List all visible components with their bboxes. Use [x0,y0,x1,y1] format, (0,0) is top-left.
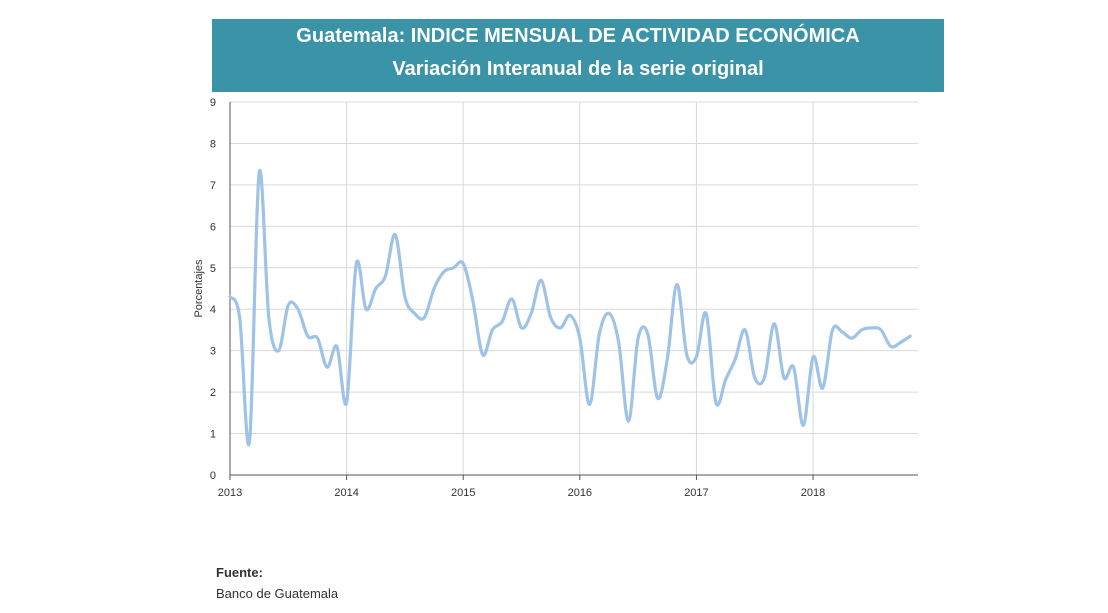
y-tick-label-2: 2 [210,387,216,399]
chart-title: Guatemala: INDICE MENSUAL DE ACTIVIDAD E… [296,25,860,47]
source-note: Fuente: Banco de Guatemala [216,565,338,601]
y-tick-label-6: 6 [210,221,216,233]
x-tick-label-2017: 2017 [684,487,708,499]
y-tick-label-9: 9 [210,97,216,109]
x-tick-label-2016: 2016 [568,487,592,499]
source-value: Banco de Guatemala [216,586,339,601]
x-tick-label-2015: 2015 [451,487,475,499]
x-tick-label-2014: 2014 [334,487,358,499]
series-line-0 [228,168,912,447]
chart-header-banner: Guatemala: INDICE MENSUAL DE ACTIVIDAD E… [212,19,944,92]
y-tick-label-1: 1 [210,429,216,441]
chart-subtitle: Variación Interanual de la serie origina… [392,58,764,80]
y-axis-label: Porcentajes [193,259,205,318]
y-tick-label-0: 0 [210,470,216,482]
source-label: Fuente: [216,565,263,580]
x-tick-label-2018: 2018 [801,487,825,499]
y-tick-label-4: 4 [210,304,216,316]
y-tick-label-7: 7 [210,180,216,192]
y-tick-label-3: 3 [210,346,216,358]
y-tick-label-8: 8 [210,138,216,150]
x-tick-label-2013: 2013 [218,487,242,499]
y-tick-label-5: 5 [210,263,216,275]
